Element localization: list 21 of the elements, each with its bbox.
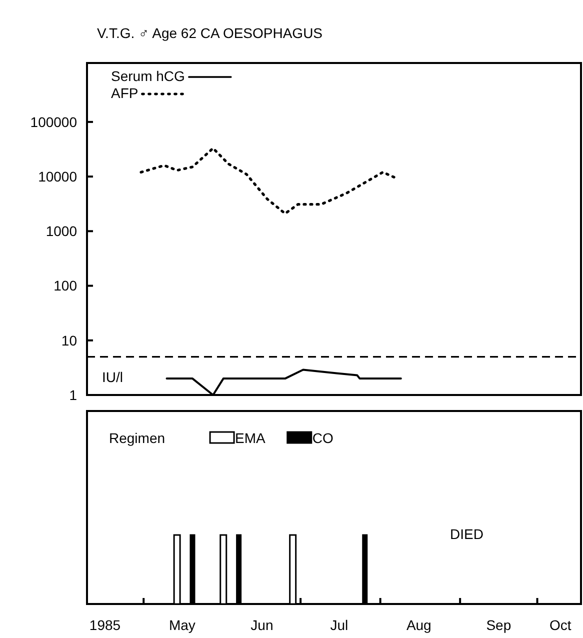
legend-label: EMA xyxy=(235,430,266,446)
legend-title: Regimen xyxy=(109,430,166,446)
y-tick-label: 100 xyxy=(54,278,78,294)
legend-label: CO xyxy=(312,430,334,446)
x-tick-label: Jun xyxy=(250,617,274,633)
x-tick-label: 1985 xyxy=(89,617,121,633)
legend-label: Serum hCG xyxy=(111,68,185,84)
legend-label: AFP xyxy=(111,85,138,101)
y-tick-label: 1 xyxy=(69,386,78,403)
x-tick-label: May xyxy=(168,617,196,633)
x-tick-label: Sep xyxy=(486,617,512,633)
x-tick-label: Jul xyxy=(330,617,348,633)
y-tick-label: 1000 xyxy=(46,223,78,240)
y-tick-label: 10000 xyxy=(38,168,78,184)
annotation: DIED xyxy=(450,526,484,542)
x-tick-label: Aug xyxy=(406,617,432,633)
chart-title: V.T.G. ♂ Age 62 CA OESOPHAGUS xyxy=(97,25,323,41)
y-tick-label: 100000 xyxy=(30,114,78,130)
y-tick-label: 10 xyxy=(61,332,78,348)
annotation: IU/l xyxy=(102,369,123,385)
x-tick-label: Oct xyxy=(550,617,572,633)
